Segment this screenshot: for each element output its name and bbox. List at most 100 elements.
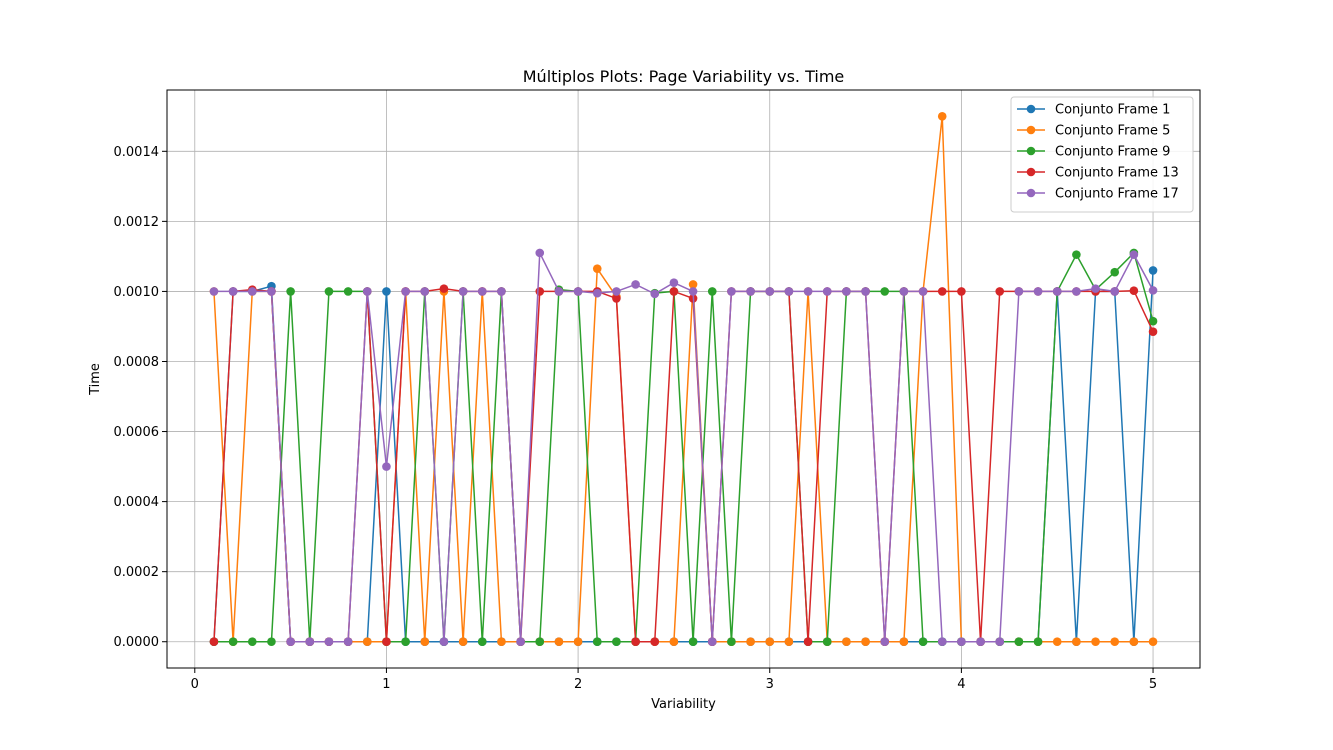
data-point (324, 637, 334, 647)
x-tick-label: 2 (574, 677, 582, 692)
data-point (631, 280, 640, 289)
data-point (573, 287, 583, 296)
data-point (861, 287, 870, 296)
data-point (439, 284, 449, 293)
data-point (612, 294, 621, 303)
data-point (746, 287, 755, 296)
data-point (707, 287, 717, 296)
data-point (1072, 637, 1081, 647)
data-point (899, 287, 909, 296)
data-point (209, 637, 219, 647)
data-point (1014, 637, 1024, 647)
data-point (1148, 316, 1158, 326)
data-point (247, 287, 257, 296)
data-point (1091, 637, 1100, 647)
data-point (516, 637, 525, 647)
chart-title: Múltiplos Plots: Page Variability vs. Ti… (523, 67, 845, 86)
data-point (727, 637, 736, 647)
data-point (746, 637, 755, 647)
data-point (401, 637, 410, 647)
data-point (727, 287, 736, 296)
legend-item: Conjunto Frame 9 (1017, 145, 1170, 160)
y-tick-label: 0.0010 (114, 285, 160, 300)
data-point (669, 287, 679, 296)
legend-label: Conjunto Frame 1 (1055, 103, 1170, 118)
data-point (1091, 284, 1100, 293)
legend-label: Conjunto Frame 9 (1055, 145, 1170, 160)
y-tick-label: 0.0006 (114, 425, 160, 440)
data-point (803, 637, 813, 647)
y-axis-ticks: 0.0000 0.0002 0.0004 0.0006 0.0008 0.0010 0.00… (114, 145, 167, 650)
data-point (937, 637, 947, 647)
data-point (707, 637, 717, 647)
legend-label: Conjunto Frame 17 (1055, 187, 1179, 202)
data-point (592, 288, 602, 298)
data-point (497, 287, 506, 296)
data-point (535, 637, 545, 647)
data-point (937, 111, 947, 121)
data-point (1052, 287, 1062, 296)
legend: Conjunto Frame 1 Conjunto Frame 5 Conjunto… (1010, 96, 1194, 213)
legend-box (1010, 96, 1194, 213)
data-point (842, 637, 851, 647)
data-point (822, 287, 832, 296)
data-point (458, 287, 468, 296)
legend-marker (1026, 188, 1036, 198)
x-axis-ticks: 0 1 2 3 4 5 (191, 668, 1157, 692)
legend-item: Conjunto Frame 17 (1017, 187, 1179, 202)
data-point (267, 637, 276, 647)
data-point (573, 637, 583, 647)
data-point (765, 637, 775, 647)
data-point (382, 462, 391, 471)
data-point (1129, 250, 1139, 259)
series-layer (209, 111, 1158, 647)
legend-item: Conjunto Frame 1 (1017, 103, 1170, 118)
data-point (420, 287, 430, 296)
data-point (688, 280, 698, 289)
data-point (1014, 287, 1024, 296)
data-point (880, 637, 890, 647)
data-point (688, 287, 698, 296)
data-point (592, 264, 602, 273)
data-point (554, 287, 564, 296)
y-tick-label: 0.0008 (114, 355, 160, 370)
data-point (688, 637, 698, 647)
data-point (477, 637, 487, 647)
data-point (1129, 286, 1139, 296)
data-point (401, 287, 410, 296)
data-point (228, 287, 238, 296)
x-tick-label: 3 (766, 677, 774, 692)
data-point (995, 287, 1005, 296)
legend-marker (1026, 167, 1036, 177)
data-point (957, 287, 966, 296)
data-point (1072, 250, 1081, 259)
y-tick-label: 0.0002 (114, 565, 160, 580)
data-point (957, 637, 966, 647)
data-point (842, 287, 851, 296)
data-point (1110, 637, 1120, 647)
data-point (1110, 267, 1120, 277)
legend-item: Conjunto Frame 5 (1017, 124, 1170, 139)
plot-frame (166, 89, 1201, 669)
x-axis-title: Variability (651, 697, 716, 712)
data-point (918, 637, 928, 647)
data-point (976, 637, 985, 647)
legend-marker (1026, 125, 1036, 135)
data-point (995, 637, 1005, 647)
y-tick-label: 0.0012 (114, 215, 160, 230)
data-point (497, 637, 506, 647)
x-tick-label: 4 (957, 677, 965, 692)
y-tick-label: 0.0014 (114, 145, 160, 160)
legend-marker (1026, 104, 1036, 114)
data-point (784, 287, 794, 296)
data-point (918, 287, 928, 296)
data-point (803, 287, 813, 296)
data-point (286, 637, 295, 647)
x-tick-label: 1 (382, 677, 390, 692)
data-point (592, 637, 602, 647)
data-point (267, 287, 276, 296)
data-point (362, 637, 372, 647)
y-tick-label: 0.0004 (114, 495, 160, 510)
data-point (228, 637, 238, 647)
